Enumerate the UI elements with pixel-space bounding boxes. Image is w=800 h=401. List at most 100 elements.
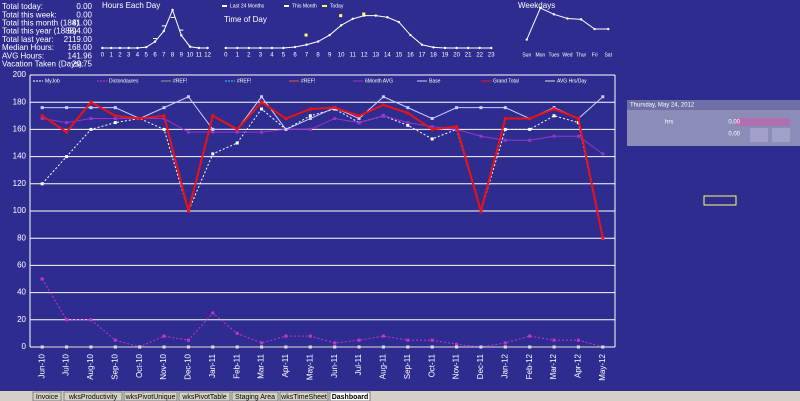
- tab-label: wksProductivity: [68, 394, 118, 401]
- legend-swatch: [322, 5, 327, 7]
- x-tick-label: Feb-11: [232, 353, 241, 378]
- series-point: [479, 106, 483, 110]
- series-point: [308, 117, 312, 121]
- summary-value: 168.00: [68, 43, 93, 52]
- mini-marker: [161, 25, 166, 27]
- mini-point: [374, 14, 378, 17]
- sheet-tab[interactable]: wksPivotTable: [178, 391, 231, 401]
- mini-x-label: 1: [109, 53, 113, 59]
- sheet-tab[interactable]: wksProductivity: [63, 391, 123, 401]
- series-point: [455, 342, 459, 346]
- y-tick-label: 140: [13, 152, 27, 161]
- panel-field: [735, 118, 790, 126]
- mini-x-label: 6: [293, 53, 297, 59]
- mini-line: [225, 15, 492, 49]
- tab-bar: [0, 391, 800, 401]
- sheet-tab[interactable]: wksPivotUnique: [123, 391, 178, 401]
- series-point: [162, 127, 166, 131]
- summary-value: 594.00: [68, 27, 93, 36]
- x-tick-label: Oct-11: [427, 353, 436, 377]
- series-point: [260, 100, 264, 104]
- series-point: [430, 338, 434, 342]
- x-tick-label: Mar-11: [257, 353, 266, 378]
- series-point: [552, 114, 556, 118]
- sheet-tab[interactable]: Staging Area: [231, 391, 279, 401]
- mini-point: [539, 6, 542, 10]
- mini-x-label: 5: [145, 53, 149, 59]
- series-point: [576, 338, 580, 342]
- series-point: [406, 121, 410, 125]
- mini-x-label: 3: [259, 53, 263, 59]
- sheet-tab[interactable]: wksTimeSheet: [279, 391, 329, 401]
- legend-label: AVG Hrs/Day: [557, 78, 587, 84]
- legend-swatch: [222, 5, 227, 7]
- mini-x-label: Thur: [576, 52, 587, 58]
- series-point: [406, 345, 410, 349]
- mini-x-label: Fri: [592, 52, 598, 58]
- series-point: [528, 138, 532, 142]
- series-point: [40, 106, 44, 110]
- tab-label: Dashboard: [332, 394, 369, 401]
- mini-x-label: 3: [127, 53, 131, 59]
- tab-shape: [178, 391, 231, 401]
- series-point: [65, 106, 69, 110]
- x-tick-label: Jun-10: [37, 353, 46, 378]
- series-point: [601, 236, 605, 240]
- series-point: [601, 345, 605, 349]
- series-point: [601, 152, 605, 156]
- series-point: [552, 107, 556, 111]
- sheet-tab[interactable]: Dashboard: [329, 391, 371, 401]
- series-point: [65, 155, 69, 159]
- series-point: [235, 127, 239, 131]
- summary-label: Total this year (1888): [2, 27, 77, 36]
- tab-shape: [63, 391, 123, 401]
- series-point: [40, 277, 44, 281]
- y-tick-label: 180: [13, 97, 27, 106]
- panel-button[interactable]: [750, 128, 768, 142]
- mini-point: [206, 46, 209, 50]
- mini-x-label: 4: [270, 53, 274, 59]
- series-point: [211, 114, 215, 118]
- series-point: [113, 114, 117, 118]
- mini-point: [566, 17, 569, 20]
- mini-point: [180, 34, 183, 37]
- series-point: [89, 106, 93, 110]
- series-point: [479, 345, 483, 349]
- series-point: [430, 137, 434, 141]
- summary-value: 0.00: [76, 10, 92, 19]
- tab-label: wksPivotTable: [181, 394, 226, 401]
- panel-date: Thursday, May 24, 2012: [630, 103, 695, 109]
- series-point: [113, 117, 117, 121]
- series-point: [65, 121, 69, 125]
- legend-label: This Month: [292, 3, 317, 9]
- series-point: [284, 117, 288, 121]
- series-point: [89, 127, 93, 131]
- mini-x-label: Sat: [604, 52, 612, 58]
- series-point: [89, 117, 93, 121]
- series-point: [333, 117, 337, 121]
- legend-label: Dictondaures: [109, 78, 139, 84]
- panel-button[interactable]: [772, 128, 790, 142]
- summary-label: Vacation Taken (Days):: [2, 60, 84, 69]
- mini-x-label: 11: [350, 53, 357, 59]
- summary-value: 29.75: [72, 60, 93, 69]
- series-point: [211, 311, 215, 315]
- series-point: [333, 341, 337, 345]
- series-point: [430, 127, 434, 131]
- sheet-tab[interactable]: Invoice: [32, 391, 62, 401]
- mini-x-label: Sun: [522, 52, 531, 58]
- mini-point: [328, 33, 331, 37]
- legend-label: MyJob: [45, 78, 60, 84]
- series-point: [381, 334, 385, 338]
- mini-x-label: 6: [153, 53, 157, 59]
- series-point: [552, 134, 556, 138]
- series-point: [430, 345, 434, 349]
- x-tick-label: Sep-10: [110, 353, 119, 379]
- tab-shape: [329, 391, 371, 401]
- x-tick-label: Dec-10: [184, 353, 193, 379]
- legend-label: 6Month AVG: [365, 78, 393, 84]
- mini-marker: [339, 14, 343, 18]
- mini-x-label: 1: [236, 53, 240, 59]
